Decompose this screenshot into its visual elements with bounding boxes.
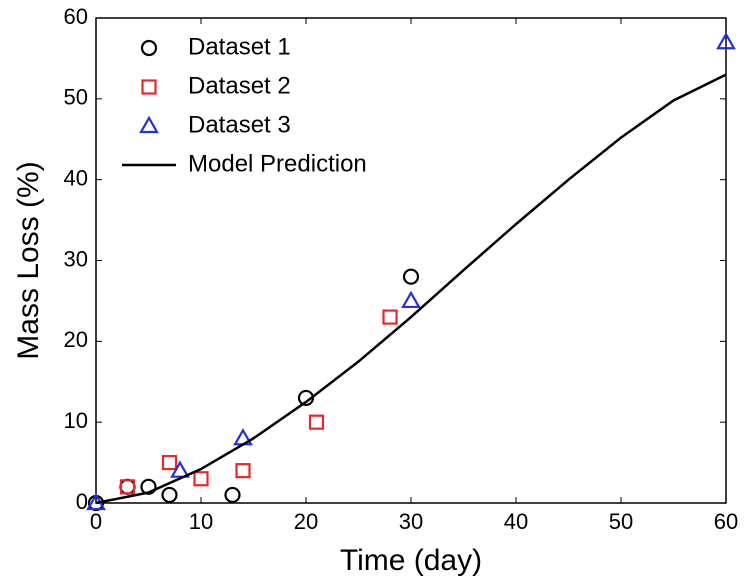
data-point [716,32,736,50]
data-point [401,290,421,309]
x-tick-label: 60 [714,509,738,534]
x-tick-label: 20 [294,509,318,534]
legend-swatch [141,79,157,95]
data-point [235,463,251,479]
model-line [95,73,727,505]
x-axis-label: Time (day) [340,544,482,577]
x-tick-label: 10 [189,509,213,534]
data-point [402,268,420,285]
y-tick-label: 10 [64,408,88,433]
data-point [382,309,398,325]
x-tick-label: 0 [90,509,102,534]
data-point [161,486,178,504]
y-tick-label: 50 [64,85,88,110]
data-point [161,454,178,471]
x-tick-label: 40 [504,509,528,534]
legend-label: Dataset 1 [188,33,291,60]
y-tick-label: 30 [64,246,88,271]
data-point [119,478,136,495]
data-point [224,486,241,504]
x-tick-label: 50 [609,509,633,534]
x-tick-label: 30 [399,509,423,534]
y-tick-label: 40 [64,165,88,190]
legend-swatch [140,39,158,57]
data-point [140,478,157,495]
legend-label: Dataset 2 [188,72,291,99]
data-point [308,414,325,430]
y-axis-label: Mass Loss (%) [12,161,45,359]
data-point [193,471,209,487]
y-tick-label: 20 [64,327,88,352]
legend-swatch [139,115,159,134]
data-point [119,479,136,495]
legend-label: Dataset 3 [188,111,291,138]
y-tick-label: 0 [76,489,88,514]
y-tick-label: 60 [64,4,88,29]
legend-label: Model Prediction [188,150,367,177]
data-point [170,460,190,478]
